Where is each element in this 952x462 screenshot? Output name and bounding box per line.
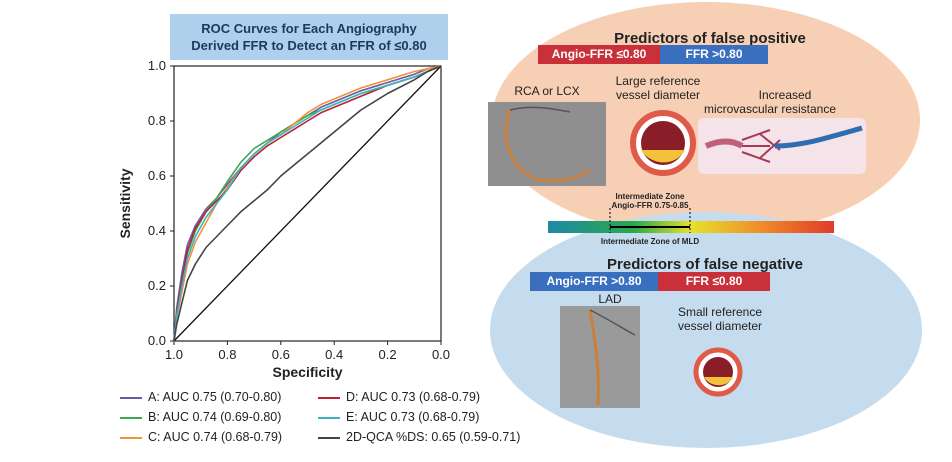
legend-swatch-d bbox=[318, 396, 340, 399]
legend-swatch-qca bbox=[318, 436, 340, 439]
legend-swatch-b bbox=[120, 416, 142, 419]
fp-label-microvascular-1: Increased bbox=[758, 88, 812, 102]
chart-title-box: ROC Curves for Each Angiography Derived … bbox=[170, 14, 448, 60]
fn-label-lad: LAD bbox=[598, 292, 622, 306]
y-tick-label: 0.0 bbox=[148, 333, 166, 348]
microvasculature-capillaries bbox=[741, 129, 781, 163]
y-tick-label: 1.0 bbox=[148, 58, 166, 73]
legend-label-e: E: AUC 0.73 (0.68-0.79) bbox=[346, 410, 480, 424]
lad-angiogram-image bbox=[560, 306, 640, 408]
fp-bar-angio: Angio-FFR ≤0.80 bbox=[538, 45, 660, 64]
legend-swatch-c bbox=[120, 436, 142, 439]
zone-label-mld: Intermediate Zone of MLD bbox=[600, 237, 700, 246]
y-tick-label: 0.4 bbox=[148, 223, 166, 238]
x-tick-label: 0.0 bbox=[432, 347, 450, 362]
microvasculature-vein bbox=[774, 125, 863, 149]
x-axis-label: Specificity bbox=[272, 364, 342, 380]
small-vessel-plaque bbox=[704, 377, 733, 386]
rca-angiogram-image bbox=[488, 102, 606, 186]
fp-label-microvascular-2: microvascular resistance bbox=[703, 102, 837, 116]
fn-bar-angio: Angio-FFR >0.80 bbox=[530, 272, 658, 291]
x-tick-label: 0.6 bbox=[272, 347, 290, 362]
large-vessel-plaque bbox=[641, 150, 685, 163]
fn-label-small-ref-2: vessel diameter bbox=[677, 319, 763, 333]
rca-vessel-trace bbox=[504, 109, 591, 182]
fn-label-small-ref-1: Small reference bbox=[677, 305, 763, 319]
fn-bar-ffr: FFR ≤0.80 bbox=[658, 272, 770, 291]
fp-title: Predictors of false positive bbox=[614, 30, 806, 47]
chart-title-line-1: ROC Curves for Each Angiography bbox=[201, 21, 417, 36]
zone-label-angio-range: Angio-FFR 0.75-0.85 bbox=[611, 201, 689, 210]
legend-label-c: C: AUC 0.74 (0.68-0.79) bbox=[148, 430, 283, 444]
microvasculature-artery bbox=[704, 138, 744, 149]
roc-series-line-5 bbox=[173, 65, 442, 342]
predictor-illustration bbox=[488, 2, 922, 448]
rca-vessel-branch bbox=[509, 106, 571, 113]
lad-vessel-trace bbox=[588, 309, 600, 406]
x-tick-label: 0.2 bbox=[379, 347, 397, 362]
legend-item-e: E: AUC 0.73 (0.68-0.79) bbox=[318, 410, 479, 424]
y-tick-label: 0.8 bbox=[148, 113, 166, 128]
fp-label-rca: RCA or LCX bbox=[514, 84, 580, 98]
legend-label-b: B: AUC 0.74 (0.69-0.80) bbox=[148, 410, 282, 424]
fn-title: Predictors of false negative bbox=[607, 256, 803, 273]
legend-item-b: B: AUC 0.74 (0.69-0.80) bbox=[120, 410, 281, 424]
legend-label-d: D: AUC 0.73 (0.68-0.79) bbox=[346, 390, 481, 404]
fp-label-large-ref-2: vessel diameter bbox=[615, 88, 701, 102]
lad-vessel-branch bbox=[589, 309, 636, 336]
legend-swatch-e bbox=[318, 416, 340, 419]
roc-series-line-3 bbox=[173, 65, 442, 342]
reference-diagonal bbox=[173, 65, 442, 342]
legend-item-a: A: AUC 0.75 (0.70-0.80) bbox=[120, 390, 281, 404]
legend-item-c: C: AUC 0.74 (0.68-0.79) bbox=[120, 430, 282, 444]
mld-gradient-bar bbox=[548, 221, 834, 233]
roc-series-line-4 bbox=[173, 65, 442, 342]
y-axis-label: Sensitivity bbox=[117, 168, 133, 238]
fp-bar-ffr: FFR >0.80 bbox=[660, 45, 768, 64]
legend-item-d: D: AUC 0.73 (0.68-0.79) bbox=[318, 390, 480, 404]
y-tick-label: 0.2 bbox=[148, 278, 166, 293]
legend-label-a: A: AUC 0.75 (0.70-0.80) bbox=[148, 390, 282, 404]
legend-swatch-a bbox=[120, 396, 142, 399]
y-tick-label: 0.6 bbox=[148, 168, 166, 183]
legend-label-qca: 2D-QCA %DS: 0.65 (0.59-0.71) bbox=[346, 430, 521, 444]
fp-label-large-ref-1: Large reference bbox=[615, 74, 701, 88]
x-tick-label: 0.4 bbox=[325, 347, 343, 362]
x-tick-label: 0.8 bbox=[218, 347, 236, 362]
legend-item-qca: 2D-QCA %DS: 0.65 (0.59-0.71) bbox=[318, 430, 520, 444]
x-tick-label: 1.0 bbox=[165, 347, 183, 362]
zone-label-intermediate: Intermediate Zone bbox=[615, 192, 685, 201]
chart-title-line-2: Derived FFR to Detect an FFR of ≤0.80 bbox=[191, 38, 427, 53]
